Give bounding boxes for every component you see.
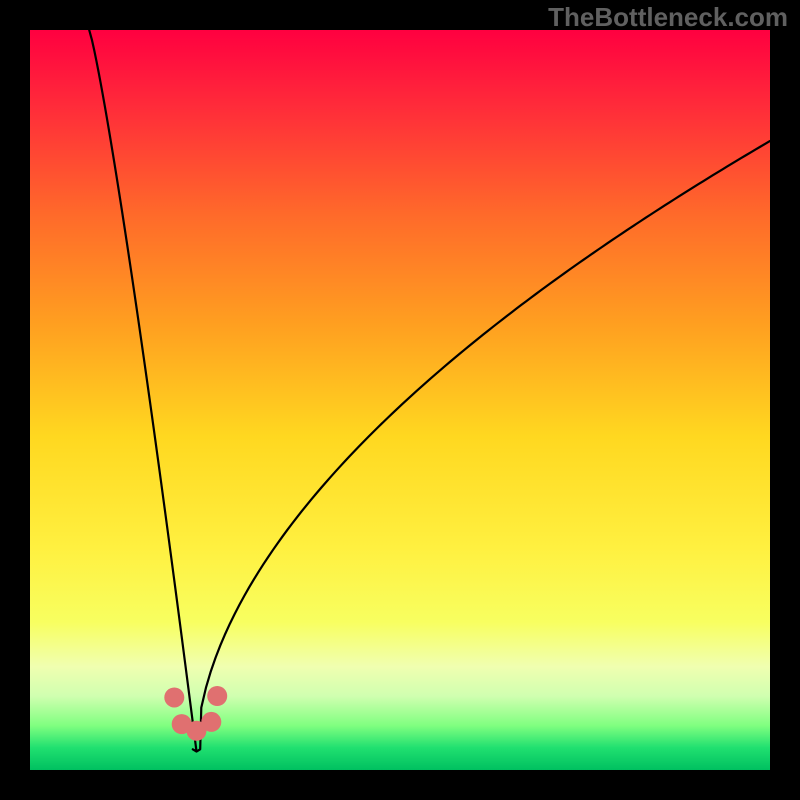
plot-area (30, 30, 770, 770)
watermark-text: TheBottleneck.com (548, 2, 788, 33)
gradient-background (30, 30, 770, 770)
chart-svg (30, 30, 770, 770)
marker-dot (164, 687, 184, 707)
marker-dot (201, 712, 221, 732)
marker-dot (207, 686, 227, 706)
chart-root: TheBottleneck.com (0, 0, 800, 800)
